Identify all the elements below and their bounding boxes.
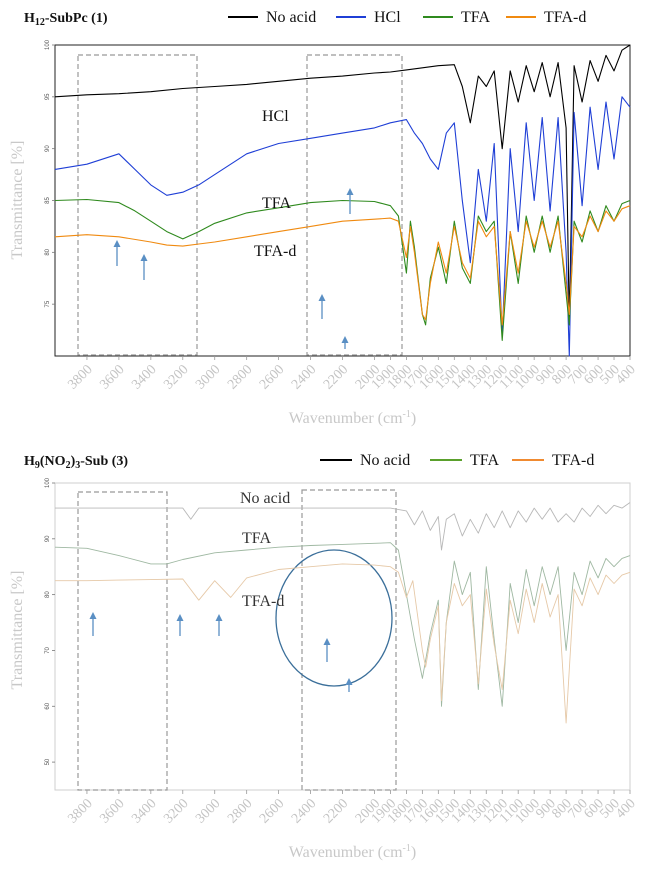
y-tick-label: 95 (45, 93, 51, 100)
y-tick-label: 90 (45, 535, 51, 542)
peak-arrow-head (113, 240, 121, 247)
inline-series-label: TFA (262, 195, 291, 212)
inline-series-label: TFA-d (254, 243, 296, 260)
x-tick-label: 2600 (257, 796, 287, 826)
x-tick-label: 3400 (129, 796, 159, 826)
series-line-no-acid (54, 44, 631, 326)
x-tick-label: 2200 (321, 796, 351, 826)
peak-arrow-head (345, 678, 353, 685)
y-tick-label: 90 (45, 145, 51, 152)
peak-arrow-head (346, 188, 354, 195)
y-tick-label: 50 (45, 758, 51, 765)
legend-label: No acid (360, 452, 410, 469)
x-tick-label: 2800 (225, 796, 255, 826)
x-tick-label: 2400 (289, 362, 319, 392)
legend-label: No acid (266, 9, 316, 26)
legend-label: TFA (461, 9, 490, 26)
plot-frame (54, 482, 631, 791)
x-tick-label: 2800 (225, 362, 255, 392)
highlight-region-box (306, 54, 403, 356)
series-line-tfa (54, 198, 631, 341)
y-tick-label: 80 (45, 591, 51, 598)
x-tick-label: 3200 (161, 362, 191, 392)
y-tick-label: 60 (45, 702, 51, 709)
y-axis-label: Transmittance [%] (9, 571, 26, 690)
peak-arrow-head (215, 614, 223, 621)
legend-label: TFA-d (544, 9, 586, 26)
x-tick-label: 3000 (193, 362, 223, 392)
inline-series-label: HCl (262, 108, 289, 125)
y-axis-label: Transmittance [%] (9, 141, 26, 260)
chart-title: H9(NO2)3-Sub (3) (24, 454, 128, 471)
inline-series-label: TFA (242, 530, 271, 547)
x-tick-label: 2600 (257, 362, 287, 392)
x-tick-label: 3000 (193, 796, 223, 826)
legend-label: TFA-d (552, 452, 594, 469)
x-tick-label: 400 (613, 796, 638, 821)
peak-arrow-head (323, 638, 331, 645)
series-line-hcl (54, 96, 631, 357)
x-tick-label: 3600 (97, 362, 127, 392)
x-axis-label: Wavenumber (cm-1) (289, 409, 416, 427)
x-tick-label: 400 (613, 362, 638, 387)
y-tick-label: 100 (45, 39, 51, 50)
y-tick-label: 80 (45, 248, 51, 255)
series-line-tfa-d (54, 205, 631, 326)
series-line-tfa-d (55, 563, 631, 724)
highlight-region-box (301, 489, 397, 791)
peak-arrow-head (176, 614, 184, 621)
x-tick-label: 3800 (65, 796, 95, 826)
x-tick-label: 3400 (129, 362, 159, 392)
x-tick-label: 3600 (97, 796, 127, 826)
chart-panel-2: 50 60 70 80 90 100 3800 3600 3400 3200 3000 2800 260… (9, 452, 639, 861)
inline-series-label: TFA-d (242, 593, 284, 610)
y-tick-label: 70 (45, 646, 51, 653)
highlight-circle (275, 549, 393, 687)
chart-title: H12-SubPc (1) (24, 11, 108, 28)
peak-arrow-head (89, 612, 97, 619)
x-tick-label: 2400 (289, 796, 319, 826)
chart-panel-1: 75 80 85 90 95 100 3800 3600 3400 3200 3000 2800 260… (9, 9, 639, 427)
peak-arrow-head (140, 254, 148, 261)
legend-label: TFA (470, 452, 499, 469)
y-tick-label: 75 (45, 300, 51, 307)
series-line-tfa (54, 542, 631, 707)
y-tick-label: 85 (45, 197, 51, 204)
legend-label: HCl (374, 9, 401, 26)
x-tick-label: 3800 (65, 362, 95, 392)
peak-arrow-head (318, 294, 326, 301)
x-tick-label: 2200 (321, 362, 351, 392)
inline-series-label: No acid (240, 490, 290, 507)
y-tick-label: 100 (45, 477, 51, 488)
highlight-region-box (77, 54, 198, 356)
x-axis-label: Wavenumber (cm-1) (289, 843, 416, 861)
highlight-region-box (77, 491, 168, 791)
peak-arrow-head (341, 336, 349, 343)
x-tick-label: 3200 (161, 796, 191, 826)
series-line-no-acid (55, 502, 631, 551)
